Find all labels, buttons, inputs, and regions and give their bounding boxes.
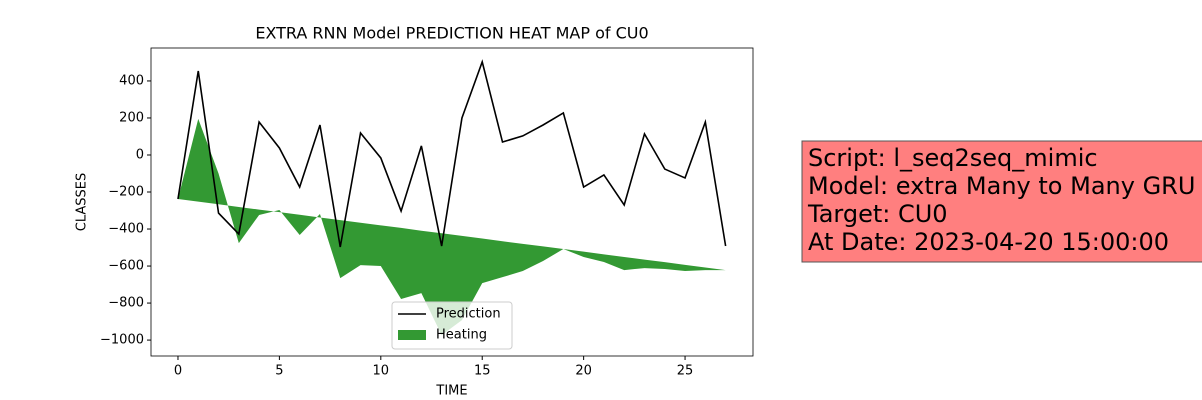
annotation-box bbox=[801, 140, 1202, 263]
x-tick-label: 20 bbox=[575, 364, 592, 379]
line bbox=[177, 59, 727, 248]
y-tick-label: −400 bbox=[108, 222, 144, 237]
x-axis-label: TIME bbox=[435, 384, 467, 399]
annotation-line: At Date: 2023-04-20 15:00:00 bbox=[808, 228, 1169, 256]
y-axis-label: CLASSES bbox=[75, 173, 90, 231]
legend-swatch bbox=[398, 330, 426, 340]
annotation-line: Target: CU0 bbox=[807, 200, 948, 228]
x-tick-label: 0 bbox=[174, 364, 182, 379]
x-tick-label: 10 bbox=[373, 364, 390, 379]
legend-label: Prediction bbox=[436, 307, 501, 322]
annotation-line: Model: extra Many to Many GRU bbox=[808, 172, 1195, 200]
y-tick-label: −200 bbox=[108, 185, 144, 200]
x-tick-label: 25 bbox=[677, 364, 694, 379]
annotation-line: Script: l_seq2seq_mimic bbox=[808, 144, 1098, 172]
y-tick-label: 200 bbox=[119, 110, 144, 125]
legend-label: Heating bbox=[436, 328, 487, 343]
y-tick-label: 0 bbox=[136, 147, 144, 162]
y-tick-label: −1000 bbox=[100, 333, 144, 348]
y-tick-label: −600 bbox=[108, 259, 144, 274]
chart-title: EXTRA RNN Model PREDICTION HEAT MAP of C… bbox=[255, 24, 648, 43]
y-tick-label: −800 bbox=[108, 296, 144, 311]
x-tick-label: 15 bbox=[474, 364, 491, 379]
plot-frame bbox=[150, 47, 754, 357]
y-tick-label: 400 bbox=[119, 73, 144, 88]
area bbox=[177, 118, 726, 336]
x-tick-label: 5 bbox=[275, 364, 283, 379]
